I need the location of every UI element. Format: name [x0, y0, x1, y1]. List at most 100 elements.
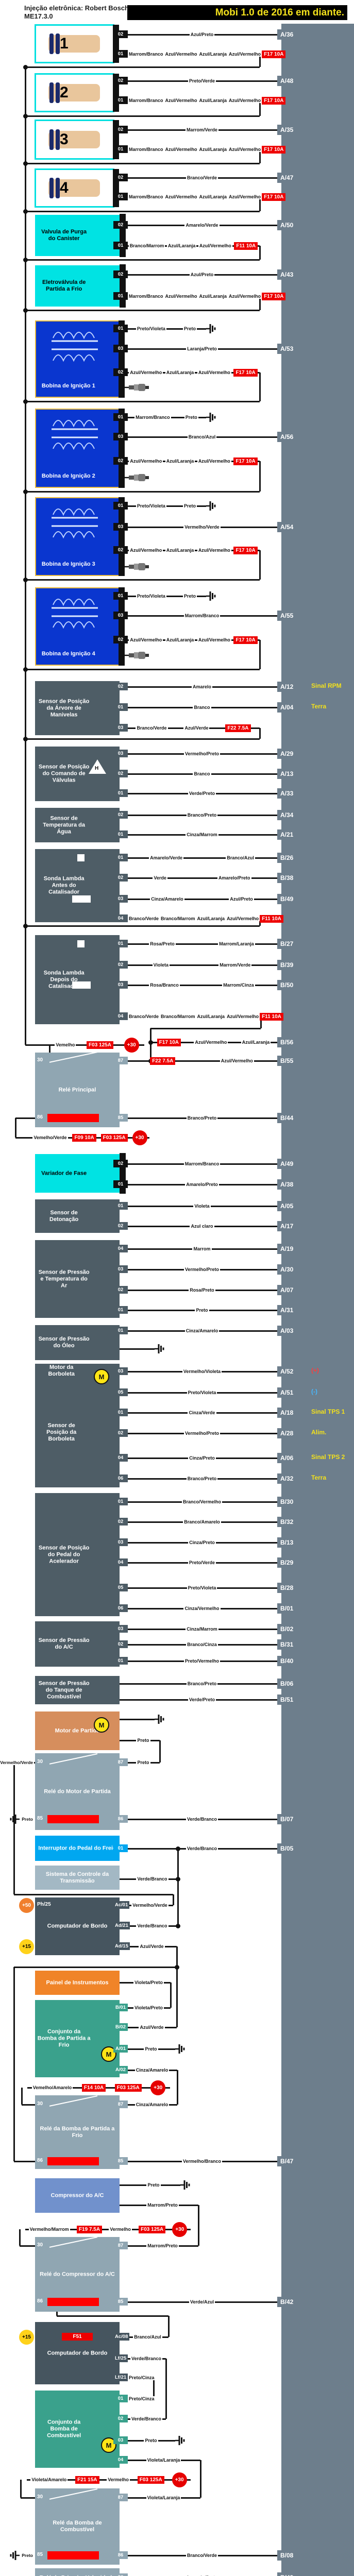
motor-icon: M [94, 1369, 109, 1384]
coil-icon [50, 596, 107, 632]
wire-line [260, 1016, 262, 1028]
wire-items: Branco/Preto [128, 807, 276, 823]
pin-chip: 02 [113, 126, 128, 133]
pin-chip: Ac/01 [113, 1901, 130, 1909]
wire-items: Laranja/Preto [128, 341, 276, 357]
wire-line [259, 372, 261, 401]
ecu-pin-tab: A/07 [277, 1285, 308, 1295]
ecu-pin-tab: B/38 [277, 873, 308, 883]
wire-label: Azul/Preto [229, 896, 254, 902]
wire-label: Branco/Verde [128, 916, 160, 921]
wire-label: Preto [182, 503, 197, 509]
wire-label: Preto [144, 2046, 158, 2052]
wire-label: Amarelo/Preto [185, 2575, 219, 2576]
pin-chip: 01 [113, 1844, 128, 1852]
wire-line [25, 2229, 191, 2230]
pin-chip: 03 [113, 1367, 128, 1375]
component-valvula-de-purga-do-canister: Valvula de Purga do Canister [35, 214, 126, 257]
pin-chip: 87 [113, 1057, 128, 1064]
ecu-pin-tab: B/56 [277, 1037, 308, 1047]
fuse-chip: F03 125A [100, 1133, 128, 1142]
ecu-pin-tab: B/02 [277, 1624, 308, 1634]
pin-chip: B/02 [113, 2023, 128, 2031]
pin-chip: 02 [113, 1160, 128, 1167]
wire-line [25, 738, 260, 740]
wire-label: Violeta [152, 962, 170, 968]
pin-chip: 85 [113, 2157, 128, 2165]
pin-chip: 06 [113, 1475, 128, 1482]
pin-chip: 02 [113, 270, 128, 278]
pin-chip: 01 [113, 413, 128, 421]
wire-label: Preto/Violeta [136, 594, 166, 599]
pin-chip: 01 [113, 1327, 128, 1334]
pin-chip: 03 [113, 750, 128, 757]
wire-label: Marrom/Branco [128, 147, 164, 152]
wire-label: Azul/Laranja [165, 370, 195, 375]
ecu-annotation: Terra [311, 1474, 327, 1481]
wire-line [14, 1967, 177, 1968]
wire-label: Azul/Laranja [241, 1040, 271, 1045]
box-label: Bobina de Ignição 4 [41, 651, 95, 657]
wire-items: Azul/Vermelho Azul/Laranja Azul/Vermelho F1… [128, 543, 259, 558]
wire-items: Branco/Marrom Azul/Laranja Azul/Vermelho F1… [128, 238, 259, 253]
pin-chip: 02 [113, 1286, 128, 1294]
ecu-pin-tab: B/06 [277, 1679, 308, 1689]
pin-chip: 01 [113, 854, 128, 861]
spark-plug-icon [122, 563, 149, 571]
connector-strip [119, 320, 125, 398]
ecu-pin-tab: A/13 [277, 769, 308, 779]
wire-label: Cinza/Amarelo [134, 2102, 170, 2107]
component-sensor-de-pressao-e-temperatura-do-ar: Sensor de Pressão e Temperatura do Ar [35, 1240, 120, 1318]
fuse-chip: F17 10A [157, 1038, 181, 1046]
junction-dot [23, 737, 28, 741]
wire-line [173, 1894, 174, 1905]
pin-chip: 03 [113, 895, 128, 903]
component-conjunto-da-bomba-de-combustivel: Conjunto da Bomba de Combustível [35, 2391, 120, 2468]
pin-chip: 03 [113, 433, 128, 440]
ground-icon [206, 412, 216, 422]
wire-line [56, 2312, 58, 2316]
lambda-element-icon [77, 940, 85, 947]
wire-line [159, 1740, 161, 1762]
component-sensor-de-pressao-do-ac: Sensor de Pressão do A/C [35, 1621, 120, 1667]
ecu-pin-tab: A/18 [277, 1408, 308, 1418]
left-items: +15 [0, 2329, 34, 2345]
left-items: Preto [0, 2548, 34, 2563]
pin-chip: 04 [113, 1558, 128, 1566]
wire-items: Cinza/Amarelo Azul/Preto [128, 891, 276, 907]
pin-chip: 86 [113, 2551, 128, 2559]
box-label: Interruptor do Pedal do Freio [38, 1845, 116, 1851]
wire-label: Cinza/Marrom [186, 832, 218, 837]
wire-line [21, 2497, 35, 2499]
wire-label: Violeta/Amarelo [30, 2477, 68, 2482]
ecu-pin-tab: A/19 [277, 1244, 308, 1254]
wire-line [20, 2480, 22, 2498]
pin-chip: 01 [113, 292, 128, 300]
fuse-chip: F03 125A [114, 2083, 142, 2092]
wire-items: Verde/Preto [128, 786, 276, 801]
fuse-chip: F17 10A [262, 50, 286, 58]
wire-items: Amarelo/Preto [128, 1177, 276, 1192]
ecu-pin-tab: A/49 [277, 1159, 308, 1169]
box-label: Sensor de Pressão e Temperatura do Ar [38, 1269, 90, 1289]
wire-label: Azul/Vermelho [164, 194, 198, 199]
relay-pin-label: Ph/25 [37, 1902, 51, 1907]
ecu-pin-tab: B/44 [277, 1113, 308, 1123]
junction-dot [23, 489, 28, 494]
box-label: Compressor do A/C [50, 2192, 104, 2198]
fuse-chip: F03 125A [137, 2476, 164, 2484]
wire-items: Branco/Verde [128, 170, 276, 185]
wire-label: Marrom/Preto [146, 2202, 179, 2208]
wire-label: Violeta [193, 1204, 211, 1209]
pin-chip: 01 [113, 1409, 128, 1416]
component-bico-injetor-3: 3 [35, 120, 119, 160]
injector-oring [56, 33, 60, 54]
wire-line [25, 491, 260, 493]
wire-label: Verde/Azul [189, 2299, 215, 2304]
pin-chip: 03 [113, 1538, 128, 1546]
component-bico-injetor-4: 4 [35, 168, 119, 208]
pin-chip: 02 [113, 368, 128, 376]
wire-items: Preto/Verde [128, 1555, 276, 1570]
wire-items: Preto [128, 2433, 174, 2448]
